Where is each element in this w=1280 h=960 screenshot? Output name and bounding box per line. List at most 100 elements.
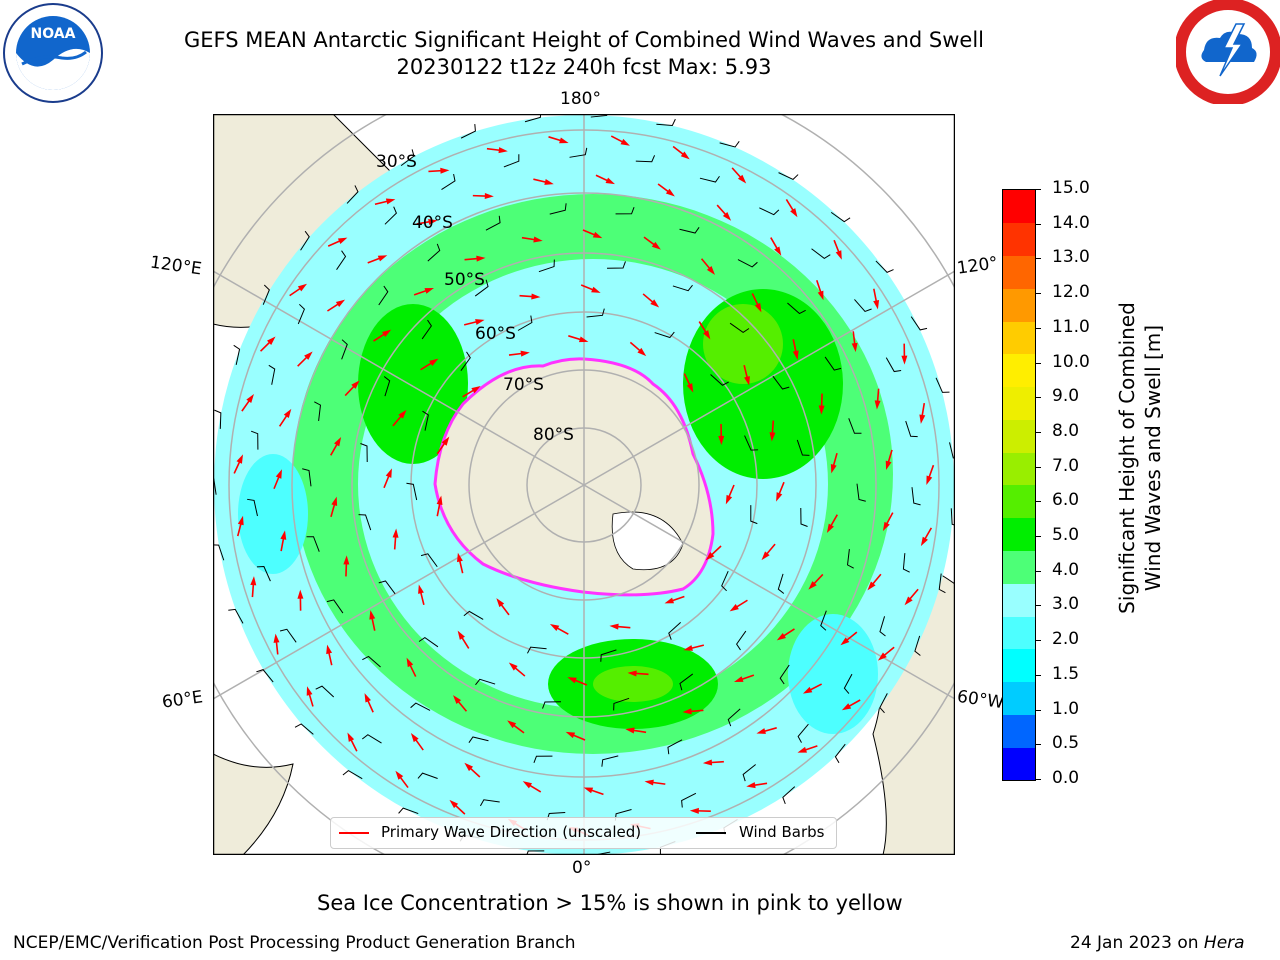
wave-arrow-head — [395, 770, 404, 780]
wave-arrow-head — [835, 250, 842, 260]
wave-arrow-head — [567, 677, 577, 684]
wind-barb — [421, 319, 432, 340]
wind-barb — [586, 308, 605, 318]
colorbar-segment — [1003, 452, 1035, 486]
colorbar-tick-mark — [1035, 640, 1041, 642]
wave-arrow-head — [818, 405, 825, 415]
wave-arrow-head — [650, 299, 660, 308]
wind-barb — [314, 401, 322, 422]
colorbar-segment — [1003, 583, 1035, 617]
colorbar-segment — [1003, 747, 1035, 781]
wave-arrow-head — [334, 437, 342, 447]
wave-arrow-head — [841, 703, 852, 711]
wind-barb — [336, 250, 347, 270]
wind-barb — [656, 118, 676, 126]
wave-arrow-head — [449, 799, 459, 809]
wave-arrow-head — [385, 468, 392, 478]
wind-barb — [294, 723, 314, 735]
wind-barb — [879, 693, 888, 714]
footer-date: 24 Jan 2023 on — [1070, 933, 1204, 953]
wave-arrow-head — [776, 632, 786, 641]
wave-arrow-head — [522, 781, 533, 789]
colorbar-tick-label: 9.0 — [1052, 386, 1080, 407]
colorbar-segment — [1003, 321, 1035, 355]
wind-barb — [594, 851, 611, 855]
wind-barb — [681, 792, 697, 808]
wave-arrow-head — [275, 469, 282, 479]
wave-arrow-head — [406, 657, 414, 668]
colorbar-tick-mark — [1035, 709, 1041, 711]
colorbar-tick-label: 10.0 — [1052, 351, 1090, 372]
lat-label-60s: 60°S — [475, 324, 516, 344]
wind-barb — [533, 755, 553, 763]
wave-arrow-head — [382, 329, 392, 338]
wind-barb — [441, 173, 456, 190]
wave-arrow-head — [754, 302, 762, 313]
wave-arrow-head — [436, 495, 443, 505]
wind-barb — [885, 357, 902, 373]
wind-barb — [654, 331, 675, 339]
wave-arrow-head — [471, 385, 481, 394]
sea-ice-edge — [433, 357, 715, 597]
wave-arrow-head — [297, 589, 304, 599]
wave-arrow-head — [729, 604, 739, 612]
wave-arrow-head — [882, 521, 890, 532]
wind-barb — [846, 548, 854, 569]
wave-arrow-head — [620, 138, 630, 146]
wave-arrow-head — [644, 779, 654, 786]
wave-arrow-head — [453, 695, 462, 704]
wind-barb — [406, 482, 418, 501]
wind-barb — [378, 285, 389, 306]
wind-barb — [875, 260, 894, 273]
colorbar-tick-label: 5.0 — [1052, 525, 1080, 546]
colorbar-tick-label: 2.0 — [1052, 629, 1080, 650]
wind-barb — [679, 673, 694, 691]
wind-barb — [398, 807, 419, 815]
lon-label-60w: 60°W — [955, 686, 1006, 714]
wind-barb — [306, 536, 320, 552]
wind-barb — [811, 248, 831, 260]
colorbar-tick-mark — [1035, 605, 1041, 607]
wind-barb — [527, 646, 547, 654]
wind-barb — [417, 772, 438, 779]
lat-label-30s: 30°S — [376, 152, 417, 172]
wave-arrow-head — [722, 212, 732, 221]
wave-arrow-head — [369, 610, 376, 620]
wave-arrow-head — [682, 708, 692, 715]
wave-arrow-head — [591, 286, 601, 293]
wind-barb — [834, 743, 846, 764]
wind-barb — [262, 284, 270, 305]
wind-barb — [383, 376, 391, 397]
colorbar-tick-label: 0.5 — [1052, 733, 1080, 754]
colorbar-tick-label: 6.0 — [1052, 490, 1080, 511]
sea-ice-caption: Sea Ice Concentration > 15% is shown in … — [317, 891, 903, 915]
wave-arrow-head — [441, 436, 450, 446]
wave-arrow-head — [651, 241, 661, 250]
lon-label-bottom: 0° — [572, 858, 592, 878]
wave-arrow-head — [703, 330, 711, 340]
colorbar-tick-label: 11.0 — [1052, 316, 1090, 337]
colorbar-tick-mark — [1035, 536, 1041, 538]
wave-arrow-head — [246, 393, 254, 404]
wind-barb — [737, 259, 758, 268]
wave-arrow-head — [475, 319, 485, 325]
wind-barb — [300, 230, 310, 251]
wind-barb — [910, 316, 928, 331]
wave-arrow-head — [877, 652, 887, 661]
colorbar-tick-label: 0.0 — [1052, 768, 1080, 788]
colorbar-segment — [1003, 517, 1035, 552]
footer-right: 24 Jan 2023 on Hera — [1070, 933, 1245, 953]
colorbar-tick-label: 8.0 — [1052, 420, 1080, 441]
wind-barb — [427, 243, 441, 262]
wave-arrow-head — [734, 676, 744, 682]
legend-wave-label: Primary Wave Direction (unscaled) — [381, 823, 642, 841]
colorbar-tick-label: 7.0 — [1052, 455, 1080, 476]
wind-barb — [526, 850, 545, 855]
colorbar — [1002, 189, 1036, 781]
wave-arrow-head — [267, 336, 276, 345]
wave-arrow-head — [904, 596, 913, 606]
colorbar-tick-mark — [1035, 397, 1041, 399]
wind-barb — [485, 215, 501, 231]
wave-arrow-head — [457, 552, 463, 563]
wave-arrow-head — [520, 350, 530, 357]
